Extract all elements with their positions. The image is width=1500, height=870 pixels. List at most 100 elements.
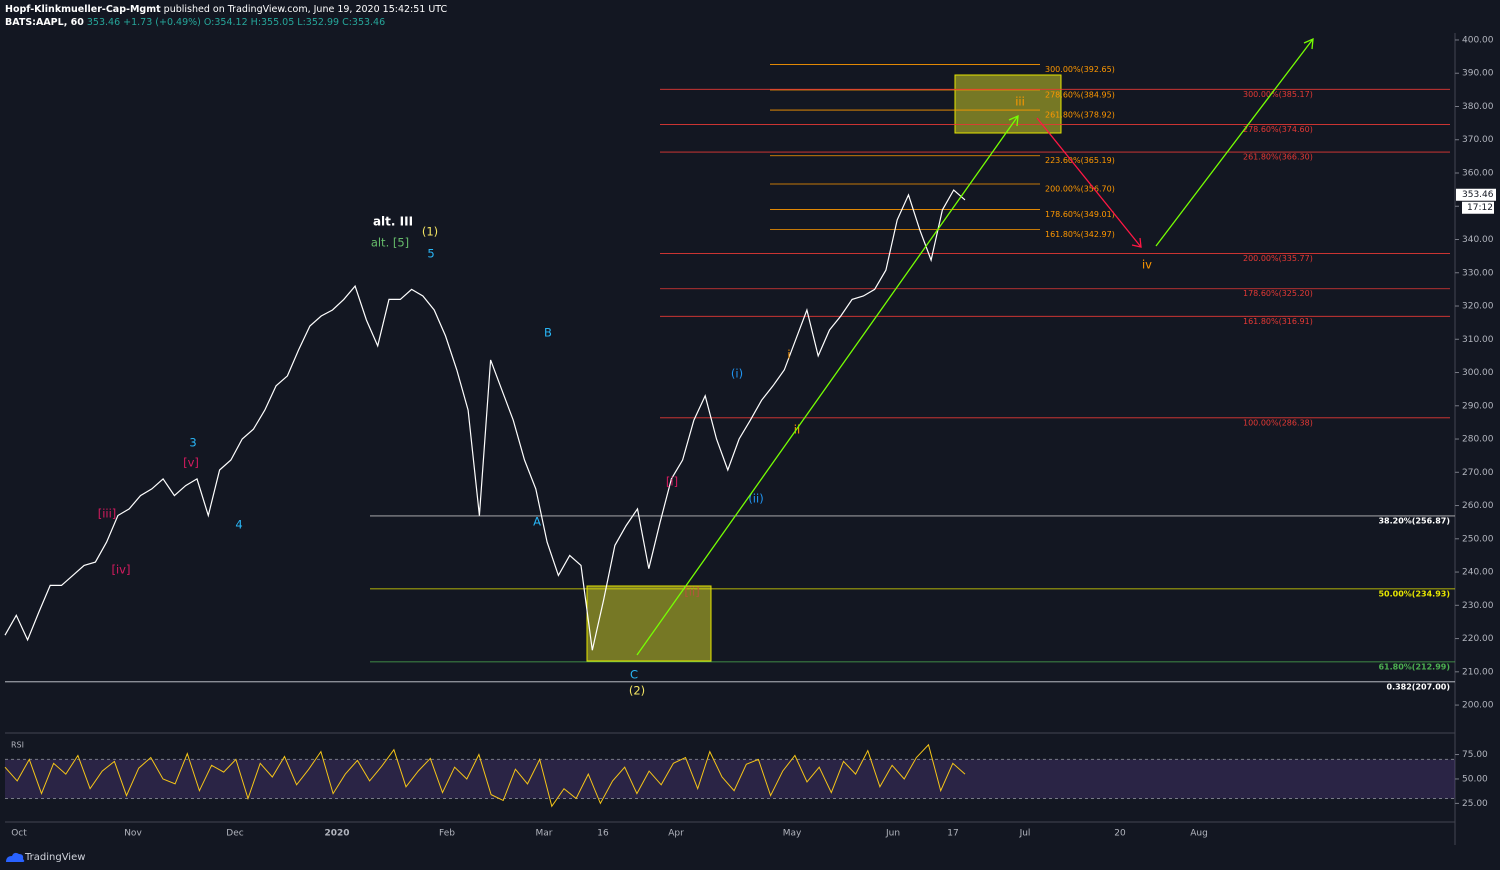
axes: 200.00 210.00 220.00 230.00 240.00 250.00 260.… [11,35,1496,839]
y-tick-label: 240.00 [1462,568,1494,578]
arrow [636,115,1019,656]
fib-label: 200.00%(335.77) [1243,254,1313,263]
author: Hopf-Klinkmueller-Cap-Mgmt [5,4,161,15]
wave-label: [v] [183,456,199,470]
y-tick-label: 300.00 [1462,368,1494,378]
wave-label: [ii] [684,585,699,599]
x-tick-label: Mar [536,829,553,839]
rsi-tick-label: 25.00 [1462,799,1488,809]
fib-levels: 300.00%(392.65) 278.60%(384.95) 261.80%(37… [5,64,1455,691]
y-tick-label: 320.00 [1462,302,1494,312]
y-tick-label: 340.00 [1462,235,1494,245]
wave-label: 3 [189,436,196,450]
published: published on TradingView.com, June 19, 2… [161,4,448,15]
y-tick-label: 250.00 [1462,534,1494,544]
y-tick-label: 310.00 [1462,335,1494,345]
arrow-head [1303,37,1314,50]
price: 353.46 [87,17,120,28]
wave-label: (ii) [748,492,763,506]
fib-label: 300.00%(392.65) [1045,65,1115,74]
ohlc-line: BATS:AAPL, 60 353.46 +1.73 (+0.49%) O:35… [5,17,385,28]
header-line: Hopf-Klinkmueller-Cap-Mgmt published on … [5,4,448,15]
y-tick-label: 200.00 [1462,701,1494,711]
price-tag [1456,188,1496,201]
x-tick-label: Nov [124,829,142,839]
fib-label: 178.60%(349.01) [1045,210,1115,219]
change: +1.73 (+0.49%) [123,17,201,28]
x-tick-label: Dec [226,829,243,839]
low: L:352.99 [297,17,339,28]
fib-label: 261.80%(378.92) [1045,111,1115,120]
wave-label: alt. III [373,215,413,229]
fib-label: 161.80%(316.91) [1243,317,1313,326]
x-tick-label: 20 [1114,829,1126,839]
price-line [4,189,966,651]
fib-label: 261.80%(366.30) [1243,153,1313,162]
y-tick-label: 280.00 [1462,435,1494,445]
fib-label: 278.60%(384.95) [1045,91,1115,100]
fib-label: 50.00%(234.93) [1378,589,1450,598]
close: C:353.46 [342,17,385,28]
wave-label: B [544,326,552,340]
price-tag-label: 353.46 [1462,190,1494,200]
fib-label: 161.80%(342.97) [1045,230,1115,239]
y-tick-label: 400.00 [1462,35,1494,45]
rsi-title: RSI [11,741,24,750]
y-tick-label: 360.00 [1462,169,1494,179]
x-tick-label: 17 [947,829,958,839]
wave-label: iv [1142,258,1152,272]
x-tick-label: Feb [439,829,455,839]
y-tick-label: 390.00 [1462,69,1494,79]
fib-label: 38.20%(256.87) [1378,516,1450,525]
logo [6,852,25,862]
y-tick-label: 330.00 [1462,268,1494,278]
wave-label: i [787,348,790,362]
fib-label: 178.60%(325.20) [1243,289,1313,298]
wave-label: A [533,515,541,529]
arrow-head [1008,114,1019,127]
high: H:355.05 [251,17,295,28]
y-tick-label: 260.00 [1462,501,1494,511]
brand: TradingView [24,852,85,863]
wave-label: alt. [5] [371,236,409,250]
x-tick-label: May [783,829,802,839]
wave-label: 4 [235,518,242,532]
y-tick-label: 220.00 [1462,634,1494,644]
fib-label: 300.00%(385.17) [1243,90,1313,99]
fib-label: 100.00%(286.38) [1243,418,1313,427]
x-tick-label: Apr [668,829,684,839]
wave-label: 5 [427,247,434,261]
rsi-pane: RSI [4,741,1455,808]
fib-label: 223.60%(365.19) [1045,156,1115,165]
x-tick-label: 16 [597,829,609,839]
arrow-head [1131,237,1142,248]
wave-label: (2) [629,684,645,698]
price-pane: alt. III (1) alt. [5] 5 B A C (2) 3 [v] [iii] [iv] 4… [4,95,1152,698]
wave-label: [i] [666,475,678,489]
countdown-tag [1462,201,1494,214]
target-box [954,74,1062,134]
y-tick-label: 210.00 [1462,667,1494,677]
rsi-tick-label: 75.00 [1462,750,1488,760]
fib-label: 278.60%(374.60) [1243,125,1313,134]
wave-label: (i) [731,367,743,381]
x-tick-label: Oct [11,829,27,839]
y-tick-label: 370.00 [1462,135,1494,145]
symbol: BATS:AAPL, 60 [5,17,84,28]
wave-label: [iii] [98,507,117,521]
x-tick-label: Jul [1019,829,1031,839]
countdown: 17:12 [1467,203,1493,213]
arrow [1155,38,1314,247]
fib-label: 200.00%(356.70) [1045,184,1115,193]
y-tick-label: 380.00 [1462,102,1494,112]
arrow [1036,117,1142,248]
fib-label: 0.382(207.00) [1387,682,1451,691]
y-tick-label: 270.00 [1462,468,1494,478]
wave-label: iii [1015,95,1025,109]
wave-label: C [630,668,638,682]
x-tick-label: 2020 [324,829,349,839]
rsi-line [4,743,966,808]
open: O:354.12 [204,17,248,28]
